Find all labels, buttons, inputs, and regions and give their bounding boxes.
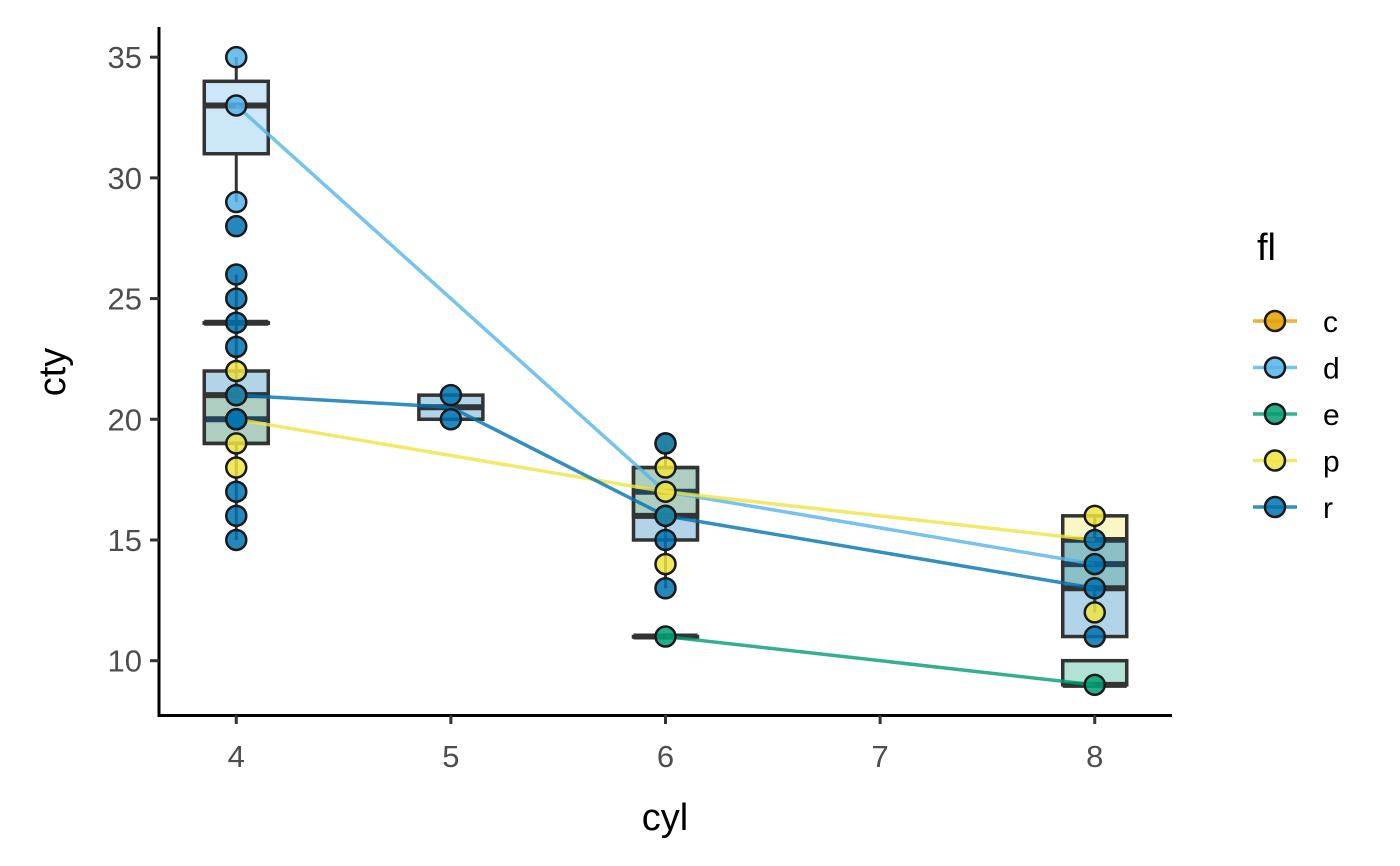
data-point-p [225,432,248,455]
data-point-r [439,383,463,407]
data-point-r [1083,528,1106,552]
data-point-p [225,456,248,479]
data-point-r [654,432,677,455]
legend-key-point [1263,449,1287,472]
data-point-r [225,287,248,310]
data-point-p [1083,504,1106,528]
x-ticks: 4 5 6 7 8 [228,715,1103,774]
data-point-r [654,528,677,552]
legend-key-point [1263,495,1287,519]
data-point-e [1083,673,1106,697]
legend-key-point [1263,309,1287,333]
data-point-r [654,504,677,528]
data-point-r [225,263,248,286]
data-point-r [225,528,248,552]
y-tick-label: 20 [108,402,142,437]
data-point-r [225,480,248,503]
legend-label: e [1323,399,1340,432]
x-tick-label: 5 [442,739,459,774]
legend-label: d [1323,353,1340,386]
y-ticks: 10 15 20 25 30 35 [108,40,159,679]
data-point-d [225,190,248,214]
data-point-p [225,359,248,383]
axes [157,27,1172,717]
data-point-p [1083,601,1106,624]
data-point-r [225,335,248,359]
x-axis-title: cyl [642,797,688,839]
data-point-r [1083,552,1106,576]
data-point-r [225,408,248,431]
y-tick-label: 30 [108,161,142,196]
data-point-r [1083,577,1106,600]
data-point-d [225,45,248,69]
point-layer [225,45,1106,697]
y-tick-label: 15 [108,523,142,558]
x-tick-label: 4 [228,739,245,774]
x-tick-label: 6 [657,739,674,774]
legend-item-p: p [1253,446,1340,479]
legend-item-d: d [1253,353,1340,386]
data-point-e [654,625,677,648]
legend-item-r: r [1253,492,1333,525]
boxplot-box [202,79,271,156]
series-line-e [665,634,1095,687]
data-point-r [1083,625,1106,648]
data-point-d [225,94,248,117]
data-point-p [654,552,677,576]
x-tick-label: 7 [871,739,888,774]
x-tick-label: 8 [1086,739,1103,774]
series-line-r [236,393,1096,590]
data-point-p [654,456,677,479]
data-point-r [225,214,248,238]
legend-label: r [1323,492,1333,525]
data-point-r [225,383,248,407]
legend-title: fl [1257,227,1276,269]
data-point-p [654,480,677,503]
legend-item-e: e [1253,399,1340,432]
legend-item-c: c [1253,306,1338,339]
data-point-r [439,408,463,431]
y-tick-label: 35 [108,40,142,75]
data-point-r [225,504,248,528]
data-point-r [225,311,248,334]
legend-key-point [1263,356,1287,379]
y-axis-title: cty [32,348,74,397]
boxplot-d-4 [202,57,271,203]
legend-label: p [1323,446,1340,479]
y-tick-label: 10 [108,644,142,679]
y-tick-label: 25 [108,282,142,317]
data-point-r [654,577,677,600]
legend-key-point [1263,402,1287,426]
legend-label: c [1323,306,1338,339]
